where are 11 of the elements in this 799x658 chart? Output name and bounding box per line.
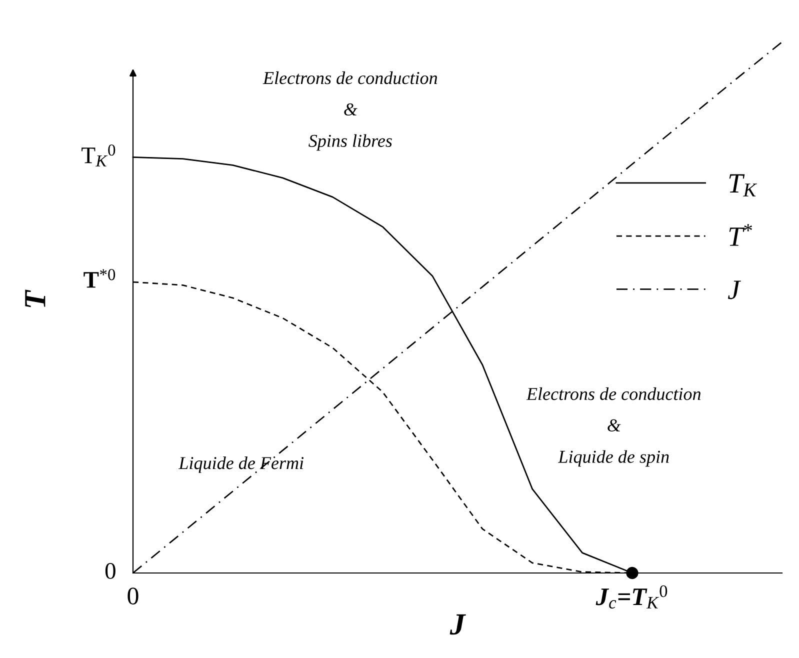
y-axis-title: T [25, 290, 46, 308]
legend-label: T$^{*}$ [729, 224, 752, 246]
x-axis-title: J [450, 614, 466, 635]
text: 0 [105, 562, 116, 579]
x-tick-label: J$_{c}$=T$_{K}$$^{0}$ [596, 585, 668, 609]
annotation: Electrons de conduction & Spins libres [262, 71, 438, 151]
annotation: Electrons de conduction & Liquide de spin [526, 387, 701, 467]
text: T$_{K}$$^{0}$ [82, 144, 116, 166]
legend-label: J [728, 280, 741, 300]
legend-label: T$_{K}$ [729, 174, 758, 196]
text: T$^{*0}$ [84, 269, 116, 288]
